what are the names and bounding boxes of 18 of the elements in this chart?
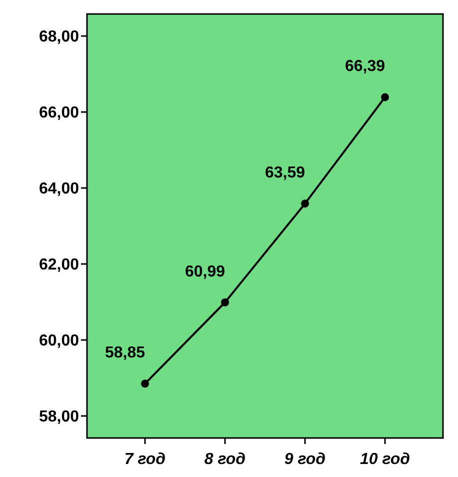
y-tick-label: 58,00 xyxy=(38,408,80,426)
data-label: 66,39 xyxy=(344,58,386,76)
point xyxy=(221,298,229,306)
x-tick-label: 8 год xyxy=(204,451,246,468)
data-label: 60,99 xyxy=(184,263,226,280)
y-tick-label: 66,00 xyxy=(38,104,80,122)
point xyxy=(301,200,309,208)
y-tick-label: 60,00 xyxy=(38,332,80,350)
x-tick-label: 10 год xyxy=(360,451,410,468)
point xyxy=(381,93,389,102)
y-tick-label: 64,00 xyxy=(38,180,80,198)
x-tick-label: 7 год xyxy=(124,451,166,468)
data-label: 63,59 xyxy=(264,164,306,182)
y-tick-label: 68,00 xyxy=(38,28,80,46)
x-tick-label: 9 год xyxy=(284,451,326,468)
point xyxy=(141,380,149,388)
y-tick-label: 62,00 xyxy=(38,256,80,274)
data-label: 58,85 xyxy=(104,344,146,362)
